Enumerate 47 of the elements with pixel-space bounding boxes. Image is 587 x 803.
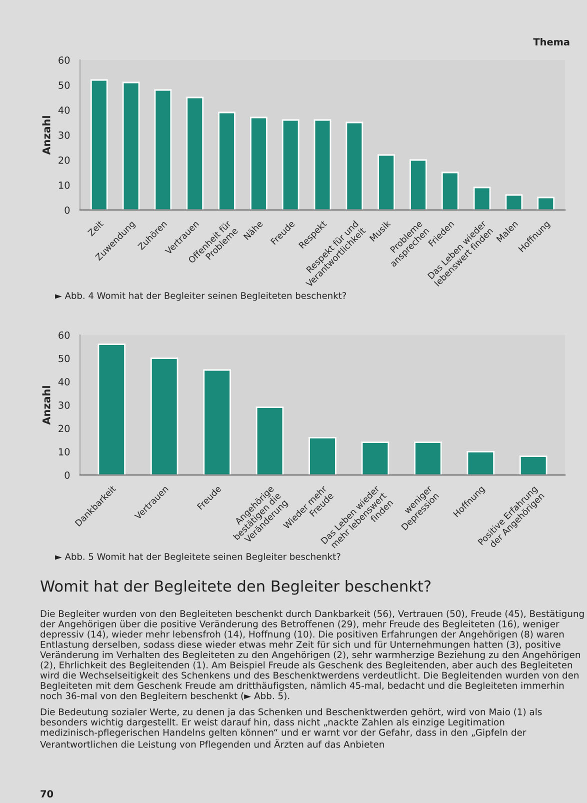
bar [122, 82, 140, 210]
y-tick-label: 20 [58, 424, 70, 432]
bar [282, 119, 300, 210]
y-tick-label: 30 [58, 401, 70, 409]
text: ► Abb. 4 Womit hat der Begleiter seinen Begleiteten beschenkt? [55, 292, 346, 301]
bar [414, 442, 442, 475]
bar [186, 96, 204, 210]
y-tick-label: 50 [58, 81, 70, 89]
bar [519, 456, 548, 475]
bar [218, 112, 236, 210]
y-tick-label: 60 [58, 56, 70, 64]
y-tick-label: 0 [64, 471, 70, 479]
bar [473, 186, 491, 210]
bar [378, 154, 395, 210]
y-axis-title: Anzahl [42, 386, 50, 425]
bar [361, 442, 390, 475]
y-axis-title: Anzahl [42, 116, 50, 155]
y-tick-label: 0 [64, 206, 70, 214]
text: ► Abb. 5 Womit hat der Begleitete seinen Begleiter beschenkt? [55, 553, 340, 562]
text: Die Bedeutung sozialer Werte, zu denen ja das Schenken und Beschenktwerden gehört, wird von Maio (1) als besonders wichtig dargestellt. Er weist darauf hin, dass nicht „nackte Zahlen als einzige Legitimation medizinisch-pflegerischen Handelns gelten können“ und er warnt vor der Gefahr, dass in den „Gipfeln der Verantwortlichen die Leistung von Pflegenden und Ärzten auf das Anbieten [40, 708, 542, 750]
bar [505, 194, 523, 210]
y-tick-label: 10 [58, 181, 70, 189]
bar [346, 122, 364, 210]
bar [410, 159, 427, 210]
text: Thema [533, 38, 570, 46]
y-tick-label: 40 [58, 378, 70, 386]
y-tick-label: 60 [58, 331, 70, 339]
bar [308, 436, 336, 475]
y-tick-label: 30 [58, 131, 70, 139]
bar [154, 89, 172, 210]
text: Die Begleiter wurden von den Begleiteten beschenkt durch Dankbarkeit (56), Vertrauen (50), Freude (45), Bestätigung der Angehörigen über die positive Veränderung des Betroffenen (29), mehr Freude des Begleiteten (16), weniger depressiv (14), wieder mehr lebensfroh (14), Hoffnung (10). Die positiven Erfahrungen der Angehörigen (8) waren Entlastung derselben, sodass diese wieder etwas mehr Zeit für sich und für Unternehmungen hatten (3), positive Veränderung im Verhalten des Begleiteten zu den Angehörigen (2), sehr warmherzige Beziehung zu den Angehörigen (2), Ehrlichkeit des Begleitenden (1). Am Beispiel Freude als Geschenk des Begleitenden, aber auch des Begleiteten wird die Wechselseitigkeit des Schenkens und des Beschenktwerdens verdeutlicht. Die Begleitenden wurden von den Begleiteten mit dem Geschenk Freude am dritthäufigsten, nämlich 45-mal, bedacht und die Begleiteten immerhin noch 36-mal von den Begleitern beschenkt (► Abb. 5). [40, 610, 584, 701]
y-tick-label: 50 [58, 354, 70, 362]
bar [203, 369, 231, 475]
bar [256, 406, 284, 475]
bar [250, 116, 268, 210]
text: Womit hat der Begleitete den Begleiter beschenkt? [40, 580, 430, 595]
text: 70 [40, 790, 54, 798]
bar [90, 79, 108, 210]
bar [150, 358, 178, 475]
bar [98, 344, 126, 475]
bar [314, 119, 332, 210]
y-tick-label: 20 [58, 156, 70, 164]
bar [441, 172, 459, 210]
y-tick-label: 10 [58, 448, 70, 456]
bar [466, 450, 495, 475]
y-tick-label: 40 [58, 106, 70, 114]
bar [537, 196, 555, 210]
